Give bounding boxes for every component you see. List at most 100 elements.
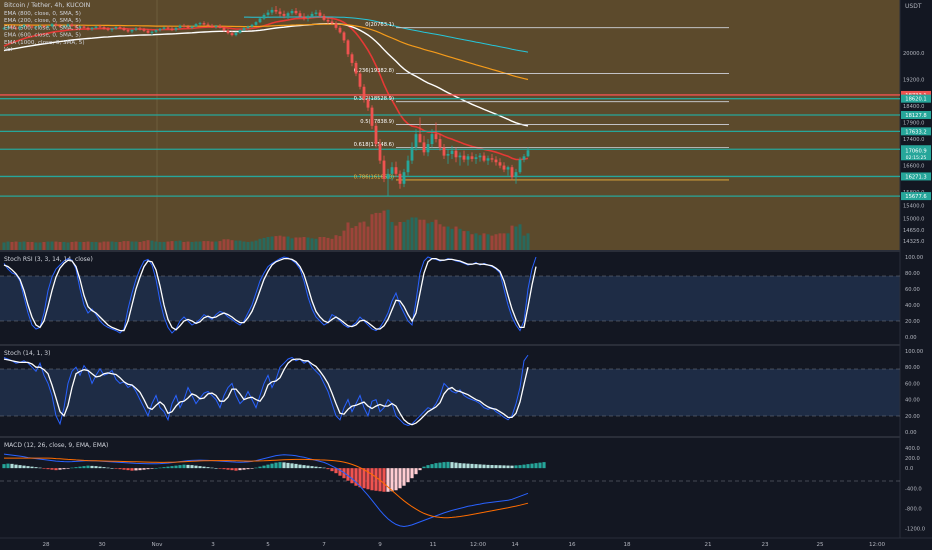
candle xyxy=(482,152,486,163)
indicator-legend-item[interactable]: Vol xyxy=(4,47,13,53)
candle xyxy=(358,71,362,90)
time-tick-label: 21 xyxy=(704,542,712,548)
time-tick-label: 14 xyxy=(511,542,519,548)
volume-bar xyxy=(350,227,354,250)
stochrsi-legend[interactable]: Stoch RSI (3, 3, 14, 14, close) xyxy=(4,256,93,263)
macd-histogram-bar xyxy=(314,466,318,469)
macd-legend[interactable]: MACD (12, 26, close, 9, EMA, EMA) xyxy=(4,442,108,449)
volume-bar xyxy=(354,226,358,250)
candle xyxy=(178,24,182,30)
volume-bar xyxy=(322,237,326,250)
macd-histogram-bar xyxy=(142,468,146,470)
candle-body xyxy=(126,30,130,32)
macd-histogram-bar xyxy=(430,464,434,469)
macd-histogram-bar xyxy=(6,463,10,469)
candle-body xyxy=(298,13,302,17)
candle-body xyxy=(214,25,218,27)
volume-bar xyxy=(330,238,334,250)
candle xyxy=(422,135,426,156)
indicator-legend-item[interactable]: EMA (600, close, 0, SMA, 5) xyxy=(4,33,81,39)
candle-body xyxy=(162,27,166,29)
candle-body xyxy=(482,155,486,161)
volume-bar xyxy=(446,226,450,250)
signal-line xyxy=(4,457,529,519)
candle-body xyxy=(258,18,262,23)
volume-bar xyxy=(382,210,386,250)
time-axis-labels: 28 30 Nov 3 5 7 9 11 12:00 14 16 18 21 23 25 12:00 xyxy=(42,542,885,548)
macd-histogram-bar xyxy=(486,464,490,469)
macd-histogram-bar xyxy=(370,468,374,491)
candle-body xyxy=(174,27,178,30)
candle-body xyxy=(94,26,98,28)
volume-bar xyxy=(130,241,134,250)
candle-body xyxy=(130,29,134,32)
candle xyxy=(134,27,138,32)
price-tick-label: 16600.0 xyxy=(903,164,924,170)
volume-bar xyxy=(406,219,410,250)
candle xyxy=(10,24,14,29)
volume-bar xyxy=(14,241,18,250)
candle xyxy=(130,29,134,34)
volume-bar xyxy=(246,242,250,250)
fib-level-label: 0.236(19382.8) xyxy=(354,68,394,74)
candle xyxy=(282,10,286,19)
stoch-legend[interactable]: Stoch (14, 1, 3) xyxy=(4,350,50,357)
candle-body xyxy=(454,150,458,158)
price-tick-label: 14650.0 xyxy=(903,228,924,234)
volume-bar xyxy=(442,226,446,250)
candle-body xyxy=(242,28,246,31)
candle xyxy=(30,24,34,29)
volume-bar xyxy=(478,235,482,250)
volume-bar xyxy=(110,241,114,250)
macd-histogram-bar xyxy=(262,465,266,469)
macd-histogram-bar xyxy=(50,468,54,470)
indicator-legends[interactable]: EMA (800, close, 0, SMA, 5)EMA (200, clo… xyxy=(4,11,85,53)
candle-body xyxy=(38,25,42,27)
volume-bar xyxy=(254,240,258,250)
candle xyxy=(106,27,110,32)
volume-bar xyxy=(142,241,146,250)
time-tick-label: 28 xyxy=(42,542,50,548)
candle xyxy=(50,23,54,28)
macd-histogram-bar xyxy=(514,465,518,469)
symbol-title[interactable]: Bitcoin / Tether, 4h, KUCOIN xyxy=(4,2,91,9)
volume-bar xyxy=(26,242,30,250)
candle xyxy=(290,8,294,16)
macd-histogram-bar xyxy=(178,465,182,469)
fibonacci-retracement[interactable]: 0(20763.1) 0.236(19382.8) 0.382(18528.9) 0.… xyxy=(354,22,729,180)
candle xyxy=(518,157,522,174)
candle xyxy=(326,17,330,24)
candle xyxy=(222,26,226,32)
candle xyxy=(278,8,282,17)
volume-bar xyxy=(30,242,34,250)
candle xyxy=(158,27,162,32)
volume-bar xyxy=(150,240,154,250)
macd-histogram-bar xyxy=(474,464,478,469)
candle xyxy=(398,170,402,189)
indicator-legend-item[interactable]: EMA (200, close, 0, SMA, 5) xyxy=(4,18,81,24)
candle xyxy=(394,161,398,178)
volume-bar xyxy=(278,235,282,250)
price-level-tag-label: 16271.3 xyxy=(905,174,926,180)
stoch-tick-label: 100.00 xyxy=(905,349,923,355)
macd-histogram-bar xyxy=(422,466,426,469)
macd-histogram-bar xyxy=(82,466,86,469)
indicator-legend-item[interactable]: EMA (1000, close, 0, SMA, 5) xyxy=(4,40,85,46)
indicator-legend-item[interactable]: EMA (500, close, 0, SMA, 5) xyxy=(4,25,81,31)
macd-tick-label: -800.0 xyxy=(905,506,922,512)
macd-histogram-bar xyxy=(246,468,250,470)
macd-histogram-bar xyxy=(414,468,418,475)
volume-bar xyxy=(218,241,222,250)
volume-bar xyxy=(226,239,230,250)
volume-bar xyxy=(238,240,242,250)
candle xyxy=(318,9,322,18)
candle-body xyxy=(166,27,170,29)
candle-body xyxy=(50,24,54,27)
macd-histogram-bar xyxy=(278,462,282,469)
macd-histogram-bar xyxy=(110,468,114,469)
volume-bar xyxy=(134,241,138,250)
macd-histogram-bar xyxy=(250,468,254,469)
candle-body xyxy=(514,172,518,178)
candle-body xyxy=(410,147,414,161)
indicator-legend-item[interactable]: EMA (800, close, 0, SMA, 5) xyxy=(4,11,81,17)
